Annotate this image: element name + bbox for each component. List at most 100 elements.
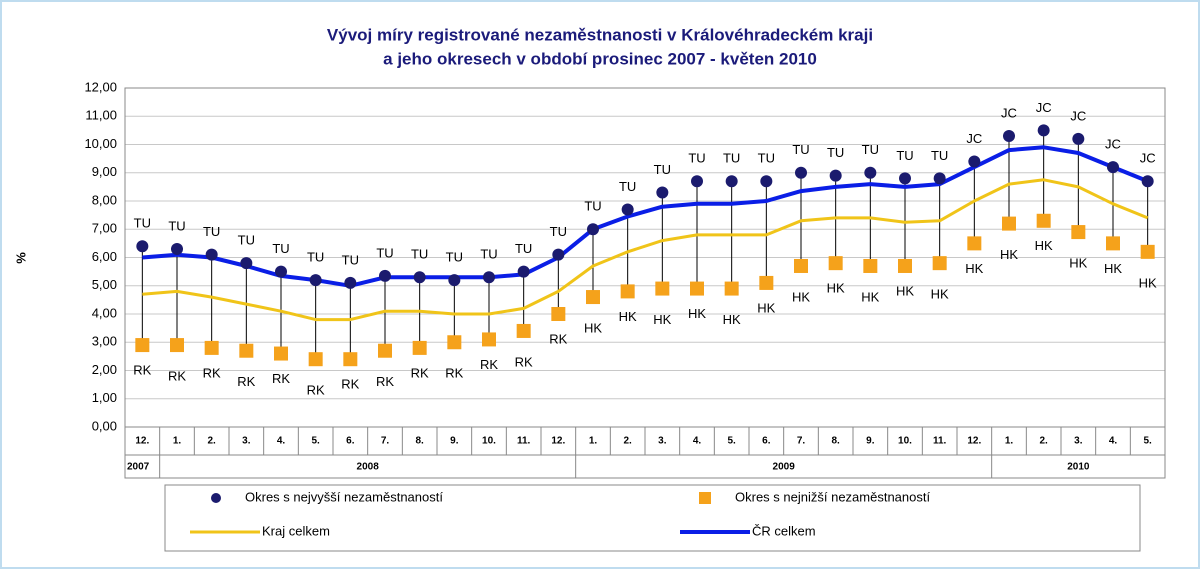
point-label: TU [550,224,567,239]
high-marker [1037,124,1050,137]
point-label: HK [723,312,741,327]
low-marker [447,335,462,350]
point-label: HK [688,306,706,321]
high-marker [344,276,357,289]
point-label: TU [723,151,740,166]
point-label: JC [1105,137,1121,152]
point-label: TU [896,148,913,163]
high-marker [760,175,773,188]
point-label: RK [307,383,325,398]
chart-subtitle: a jeho okresech v období prosinec 2007 -… [383,49,817,68]
point-label: TU [480,247,497,262]
year-label: 2007 [127,462,150,473]
point-label: TU [134,216,151,231]
low-marker [863,258,878,273]
low-marker [516,323,531,338]
point-label: JC [1001,105,1017,120]
point-label: HK [965,261,983,276]
high-marker [136,240,149,253]
low-marker [724,281,739,296]
high-marker [725,175,738,188]
series-line [142,178,1149,322]
high-marker [309,274,322,287]
point-label: HK [619,309,637,324]
low-marker [1036,213,1051,228]
x-tick-label: 4. [693,436,702,447]
x-tick-label: 1. [1005,436,1014,447]
point-label: JC [1070,108,1086,123]
high-marker [275,265,287,278]
x-tick-label: 10. [482,436,496,447]
y-axis-label: % [13,252,28,264]
high-marker [205,248,218,261]
point-label: TU [862,142,879,157]
x-tick-label: 11. [933,436,947,447]
high-marker [899,172,911,185]
point-label: RK [341,377,359,392]
low-marker [828,256,843,271]
y-tick-label: 5,00 [92,277,117,292]
y-tick-label: 6,00 [92,249,117,264]
point-label: TU [446,250,463,265]
low-marker [1140,244,1155,259]
x-tick-label: 12. [551,436,565,447]
point-label: TU [272,241,289,256]
x-tick-label: 12. [967,436,981,447]
legend-symbol [699,492,711,504]
point-label: TU [584,199,601,214]
point-label: HK [896,283,914,298]
x-tick-label: 3. [1074,436,1083,447]
high-marker [1072,132,1085,145]
point-label: RK [480,357,498,372]
high-marker [171,243,183,256]
point-label: JC [966,131,982,146]
x-tick-label: 9. [450,436,459,447]
legend-label: Okres s nejvyšší nezaměstnaností [245,489,443,504]
legend-label: Kraj celkem [262,523,330,538]
low-marker [655,281,670,296]
point-label: RK [133,363,151,378]
point-label: HK [792,289,810,304]
x-tick-label: 12. [135,436,149,447]
high-marker [933,172,946,185]
x-tick-label: 3. [242,436,251,447]
point-label: RK [411,365,429,380]
high-marker [552,248,565,261]
point-label: RK [272,371,290,386]
y-tick-label: 3,00 [92,334,117,349]
point-label: TU [376,245,393,260]
point-label: RK [203,365,221,380]
x-tick-label: 9. [866,436,875,447]
point-label: HK [931,287,949,302]
x-tick-label: 6. [346,436,355,447]
point-label: TU [688,151,705,166]
low-marker [343,352,358,367]
year-label: 2008 [357,462,380,473]
y-tick-label: 2,00 [92,362,117,377]
x-tick-label: 6. [762,436,771,447]
low-marker [274,346,288,361]
point-label: TU [654,162,671,177]
low-marker [412,340,427,355]
low-marker [239,343,254,358]
y-tick-label: 11,00 [85,108,117,123]
legend-label: Okres s nejnižší nezaměstnaností [735,489,930,504]
high-marker [1107,161,1119,174]
x-tick-label: 5. [311,436,320,447]
high-marker [656,186,669,199]
low-marker [1071,225,1086,240]
y-tick-label: 9,00 [92,164,117,179]
high-marker [483,271,495,284]
high-marker [587,223,599,236]
low-marker [932,256,947,271]
high-marker [448,274,461,287]
point-label: TU [307,250,324,265]
y-tick-label: 1,00 [92,390,117,405]
point-label: HK [584,320,602,335]
x-tick-label: 8. [831,436,840,447]
low-marker [482,332,496,347]
x-tick-label: 8. [415,436,424,447]
x-tick-label: 2. [623,436,632,447]
x-tick-label: 4. [1109,436,1118,447]
